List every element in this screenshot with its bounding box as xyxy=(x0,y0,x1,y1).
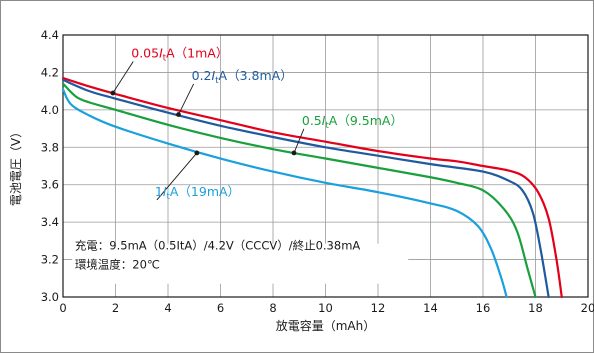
label-leader-dot xyxy=(194,150,200,156)
series-line-4 xyxy=(61,88,508,299)
note-background xyxy=(72,243,409,284)
plot-area-frame xyxy=(62,34,589,298)
x-axis-title: 放電容量（mAh） xyxy=(276,318,376,333)
x-tick-label: 20 xyxy=(581,301,594,315)
series-label-3: 0.5ItA（9.5mA） xyxy=(302,113,403,131)
label-leader-dot xyxy=(176,112,181,117)
label-leader-line xyxy=(178,83,195,115)
x-tick-label: 2 xyxy=(112,301,119,315)
y-tick-label: 3.0 xyxy=(41,290,59,304)
note-line-2: 環境温度：20℃ xyxy=(75,257,160,271)
y-tick-label: 4.4 xyxy=(41,28,59,42)
series-labels: 0.05ItA（1mA） 0.2ItA（3.8mA） 0.5ItA（9.5mA） 1I… xyxy=(110,45,403,202)
y-tick-label: 3.2 xyxy=(41,253,59,267)
series-layer xyxy=(61,76,563,299)
x-tick-label: 16 xyxy=(476,301,491,315)
y-tick-label: 3.8 xyxy=(41,140,59,154)
series-line-2 xyxy=(61,78,550,299)
label-leader-line xyxy=(156,152,198,201)
label-leader-dot xyxy=(110,90,116,96)
x-tick-label: 18 xyxy=(528,301,543,315)
x-tick-label: 12 xyxy=(371,301,386,315)
label-leader-line xyxy=(112,61,134,94)
label-leader-dot xyxy=(291,150,297,156)
y-tick-label: 4.2 xyxy=(41,65,59,79)
x-tick-label: 0 xyxy=(59,301,66,315)
series-label-4: 1ItA（19mA） xyxy=(155,184,240,202)
y-tick-label: 4.0 xyxy=(41,103,59,117)
x-tick-label: 14 xyxy=(423,301,438,315)
series-line-3 xyxy=(61,82,537,299)
notes: 充電：9.5mA（0.5ItA）/4.2V（CCCV）/終止0.38mA 環境温度… xyxy=(72,238,409,284)
series-label-2: 0.2ItA（3.8mA） xyxy=(192,68,293,86)
series-line-1 xyxy=(61,76,563,299)
note-line-1: 充電：9.5mA（0.5ItA）/4.2V（CCCV）/終止0.38mA xyxy=(75,238,361,252)
x-tick-label: 10 xyxy=(318,301,333,315)
tick-labels: 0 2 4 6 8 10 12 14 16 18 20 3.0 3.2 3.4 3.6 3.8 4.0 4.2 4.… xyxy=(41,28,594,315)
series-label-1: 0.05ItA（1mA） xyxy=(131,45,228,63)
y-tick-label: 3.4 xyxy=(41,215,59,229)
y-tick-label: 3.6 xyxy=(41,178,59,192)
y-axis-title: 電池電圧（V） xyxy=(9,126,23,206)
x-tick-label: 6 xyxy=(217,301,224,315)
x-tick-label: 4 xyxy=(164,301,171,315)
label-leader-line xyxy=(293,128,305,154)
x-tick-label: 8 xyxy=(269,301,276,315)
